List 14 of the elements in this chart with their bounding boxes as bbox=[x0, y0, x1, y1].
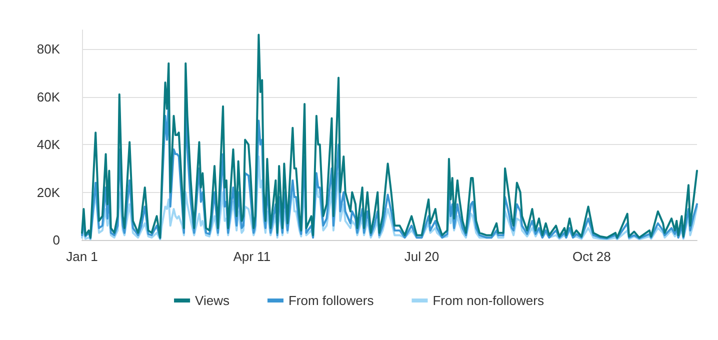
y-tick-label: 20K bbox=[36, 184, 60, 200]
x-tick-label: Apr 11 bbox=[233, 249, 271, 264]
legend-label: From non-followers bbox=[432, 293, 544, 308]
y-tick-label: 80K bbox=[36, 42, 60, 57]
x-tick-label: Jan 1 bbox=[66, 249, 98, 264]
legend-label: From followers bbox=[288, 293, 374, 308]
y-tick-label: 0 bbox=[52, 232, 60, 248]
y-tick-label: 40K bbox=[36, 137, 60, 152]
line-series bbox=[81, 155, 698, 240]
legend-label: Views bbox=[195, 293, 230, 308]
x-tick-label: Oct 28 bbox=[572, 249, 611, 264]
line-series bbox=[81, 34, 698, 239]
y-tick-label: 60K bbox=[36, 89, 60, 104]
x-tick-label: Jul 20 bbox=[404, 249, 440, 264]
